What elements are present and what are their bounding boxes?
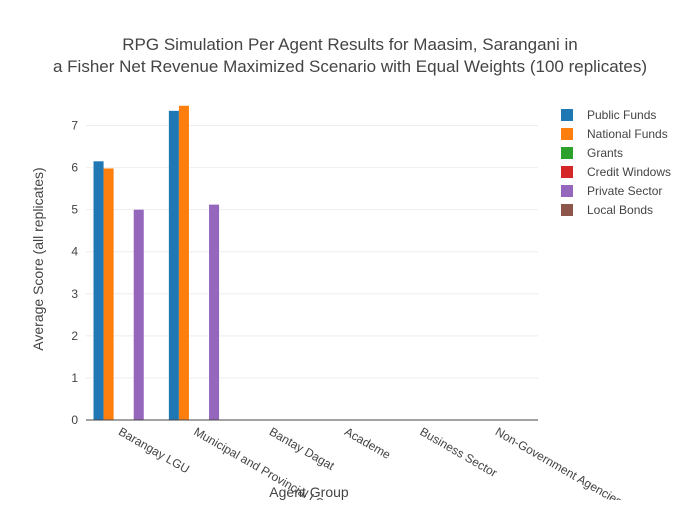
bar-public-funds[interactable] <box>168 110 179 420</box>
y-tick-label: 0 <box>71 413 78 427</box>
legend-swatch <box>561 128 573 140</box>
y-tick-label: 6 <box>71 161 78 175</box>
bars <box>93 105 220 421</box>
legend-swatch <box>561 109 573 121</box>
legend-swatch <box>561 185 573 197</box>
bar-national-funds[interactable] <box>103 168 114 420</box>
legend-swatch <box>561 147 573 159</box>
x-tick-label: Academe <box>342 424 393 462</box>
legend-swatch <box>561 166 573 178</box>
legend-entry-label: Local Bonds <box>587 203 653 217</box>
chart-title-line-2: a Fisher Net Revenue Maximized Scenario … <box>53 57 647 76</box>
x-axis-title: Agent Group <box>269 484 349 500</box>
y-tick-label: 3 <box>71 287 78 301</box>
bar-private-sector[interactable] <box>209 204 220 420</box>
x-tick-label: Non-Government Agencies <box>493 424 625 500</box>
legend-entry-label: Private Sector <box>587 184 662 198</box>
y-tick-label: 2 <box>71 329 78 343</box>
legend-entry-label: Public Funds <box>587 108 656 122</box>
legend-entry-label: National Funds <box>587 127 668 141</box>
x-tick-label: Bantay Dagat <box>267 424 338 473</box>
bar-private-sector[interactable] <box>133 209 144 420</box>
y-tick-label: 7 <box>71 119 78 133</box>
gridlines <box>86 125 538 379</box>
legend-entry-label: Grants <box>587 146 623 160</box>
legend-swatch <box>561 204 573 216</box>
legend[interactable]: Public Funds National Funds Grants Credit W… <box>561 108 671 217</box>
y-tick-label: 1 <box>71 371 78 385</box>
legend-entry-label: Credit Windows <box>587 165 671 179</box>
x-tick-label: Business Sector <box>418 424 500 479</box>
y-axis-title: Average Score (all replicates) <box>30 167 46 350</box>
y-tick-label: 4 <box>71 245 78 259</box>
bar-national-funds[interactable] <box>178 105 189 420</box>
y-tick-label: 5 <box>71 203 78 217</box>
bar-public-funds[interactable] <box>93 161 104 421</box>
x-tick-label: Barangay LGU <box>116 424 192 476</box>
chart-title-line-1: RPG Simulation Per Agent Results for Maa… <box>122 35 577 54</box>
